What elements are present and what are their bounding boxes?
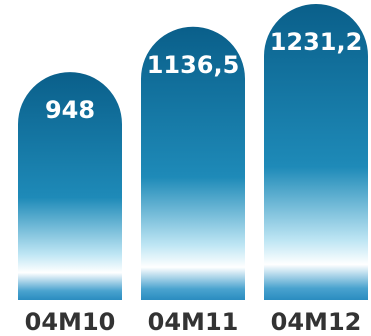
bar-04M12 [264, 4, 368, 300]
x-tick-label-04M11: 04M11 [148, 308, 239, 336]
x-tick-label-04M10: 04M10 [25, 308, 116, 336]
value-label-04M12: 1231,2 [270, 28, 363, 56]
value-labels-group: 948 1136,5 1231,2 [45, 28, 362, 124]
x-tick-labels-group: 04M10 04M11 04M12 [25, 308, 362, 336]
value-label-04M11: 1136,5 [147, 51, 240, 79]
bar-04M10 [18, 72, 122, 300]
value-label-04M10: 948 [45, 96, 95, 124]
bar-04M11 [141, 26, 245, 300]
x-tick-label-04M12: 04M12 [271, 308, 362, 336]
bars-group [18, 4, 368, 300]
